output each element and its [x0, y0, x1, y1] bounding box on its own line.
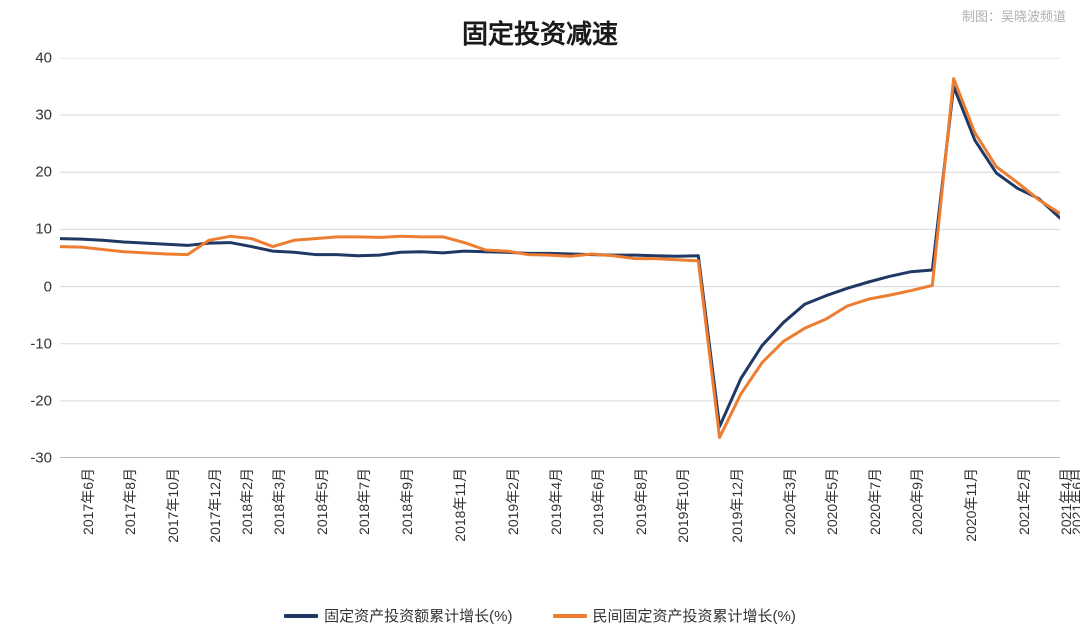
x-tick-label: 2017年8月 — [120, 468, 140, 535]
x-tick-label: 2018年3月 — [269, 468, 289, 535]
legend-item-0: 固定资产投资额累计增长(%) — [284, 605, 512, 626]
y-tick-label: -10 — [30, 335, 52, 352]
x-tick-label: 2017年10月 — [163, 468, 183, 543]
y-tick-label: 0 — [44, 278, 52, 295]
y-tick-label: 40 — [35, 50, 52, 67]
x-tick-label: 2019年2月 — [503, 468, 523, 535]
line-chart-plot — [60, 58, 1060, 458]
x-tick-label: 2019年12月 — [727, 468, 747, 543]
y-axis-labels: -30-20-10010203040 — [0, 58, 60, 458]
chart-container: 制图：吴晓波频道 固定投资减速 -30-20-10010203040 2017年… — [0, 0, 1080, 642]
x-tick-label: 2020年3月 — [780, 468, 800, 535]
x-tick-label: 2018年7月 — [354, 468, 374, 535]
x-axis-labels: 2017年6月 2017年8月 2017年10月 2017年12月 2018年2月 201… — [60, 468, 1060, 608]
x-tick-label: 2017年6月 — [78, 468, 98, 535]
y-tick-label: 30 — [35, 107, 52, 124]
x-tick-label: 2018年5月 — [312, 468, 332, 535]
y-tick-label: 20 — [35, 164, 52, 181]
x-tick-label: 2018年2月 — [237, 468, 257, 535]
y-tick-label: 10 — [35, 221, 52, 238]
x-tick-label: 2018年9月 — [397, 468, 417, 535]
x-tick-label: 2020年7月 — [865, 468, 885, 535]
x-tick-label: 2019年4月 — [546, 468, 566, 535]
x-tick-label: 2017年12月 — [205, 468, 225, 543]
x-tick-label: 2020年9月 — [907, 468, 927, 535]
x-tick-label: 2021年6月 — [1067, 468, 1080, 535]
x-tick-label: 2019年10月 — [673, 468, 693, 543]
series-line-1 — [60, 79, 1060, 438]
legend-swatch — [284, 614, 318, 618]
legend-label: 固定资产投资额累计增长(%) — [324, 605, 512, 626]
legend-item-1: 民间固定资产投资累计增长(%) — [553, 605, 796, 626]
legend-swatch — [553, 614, 587, 618]
y-tick-label: -20 — [30, 392, 52, 409]
x-tick-label: 2020年5月 — [822, 468, 842, 535]
x-tick-label: 2018年11月 — [450, 468, 470, 542]
legend-label: 民间固定资产投资累计增长(%) — [593, 605, 796, 626]
x-tick-label: 2021年2月 — [1014, 468, 1034, 535]
y-tick-label: -30 — [30, 450, 52, 467]
x-tick-label: 2019年6月 — [588, 468, 608, 535]
chart-title: 固定投资减速 — [0, 14, 1080, 51]
x-tick-label: 2019年8月 — [631, 468, 651, 535]
x-tick-label: 2020年11月 — [961, 468, 981, 542]
chart-legend: 固定资产投资额累计增长(%) 民间固定资产投资累计增长(%) — [0, 605, 1080, 626]
